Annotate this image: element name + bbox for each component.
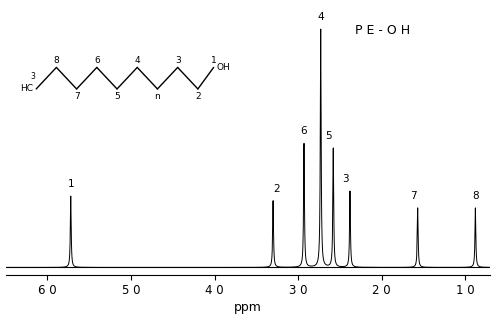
Text: 2: 2	[273, 184, 280, 194]
X-axis label: ppm: ppm	[234, 301, 262, 315]
Text: 4: 4	[317, 12, 324, 22]
Text: 7: 7	[410, 191, 417, 201]
Text: 3: 3	[342, 174, 348, 184]
Text: 8: 8	[472, 191, 479, 201]
Text: 5: 5	[325, 131, 331, 141]
Text: P E - O H: P E - O H	[355, 24, 410, 37]
Text: 1: 1	[67, 179, 74, 189]
Text: 6: 6	[301, 126, 308, 137]
